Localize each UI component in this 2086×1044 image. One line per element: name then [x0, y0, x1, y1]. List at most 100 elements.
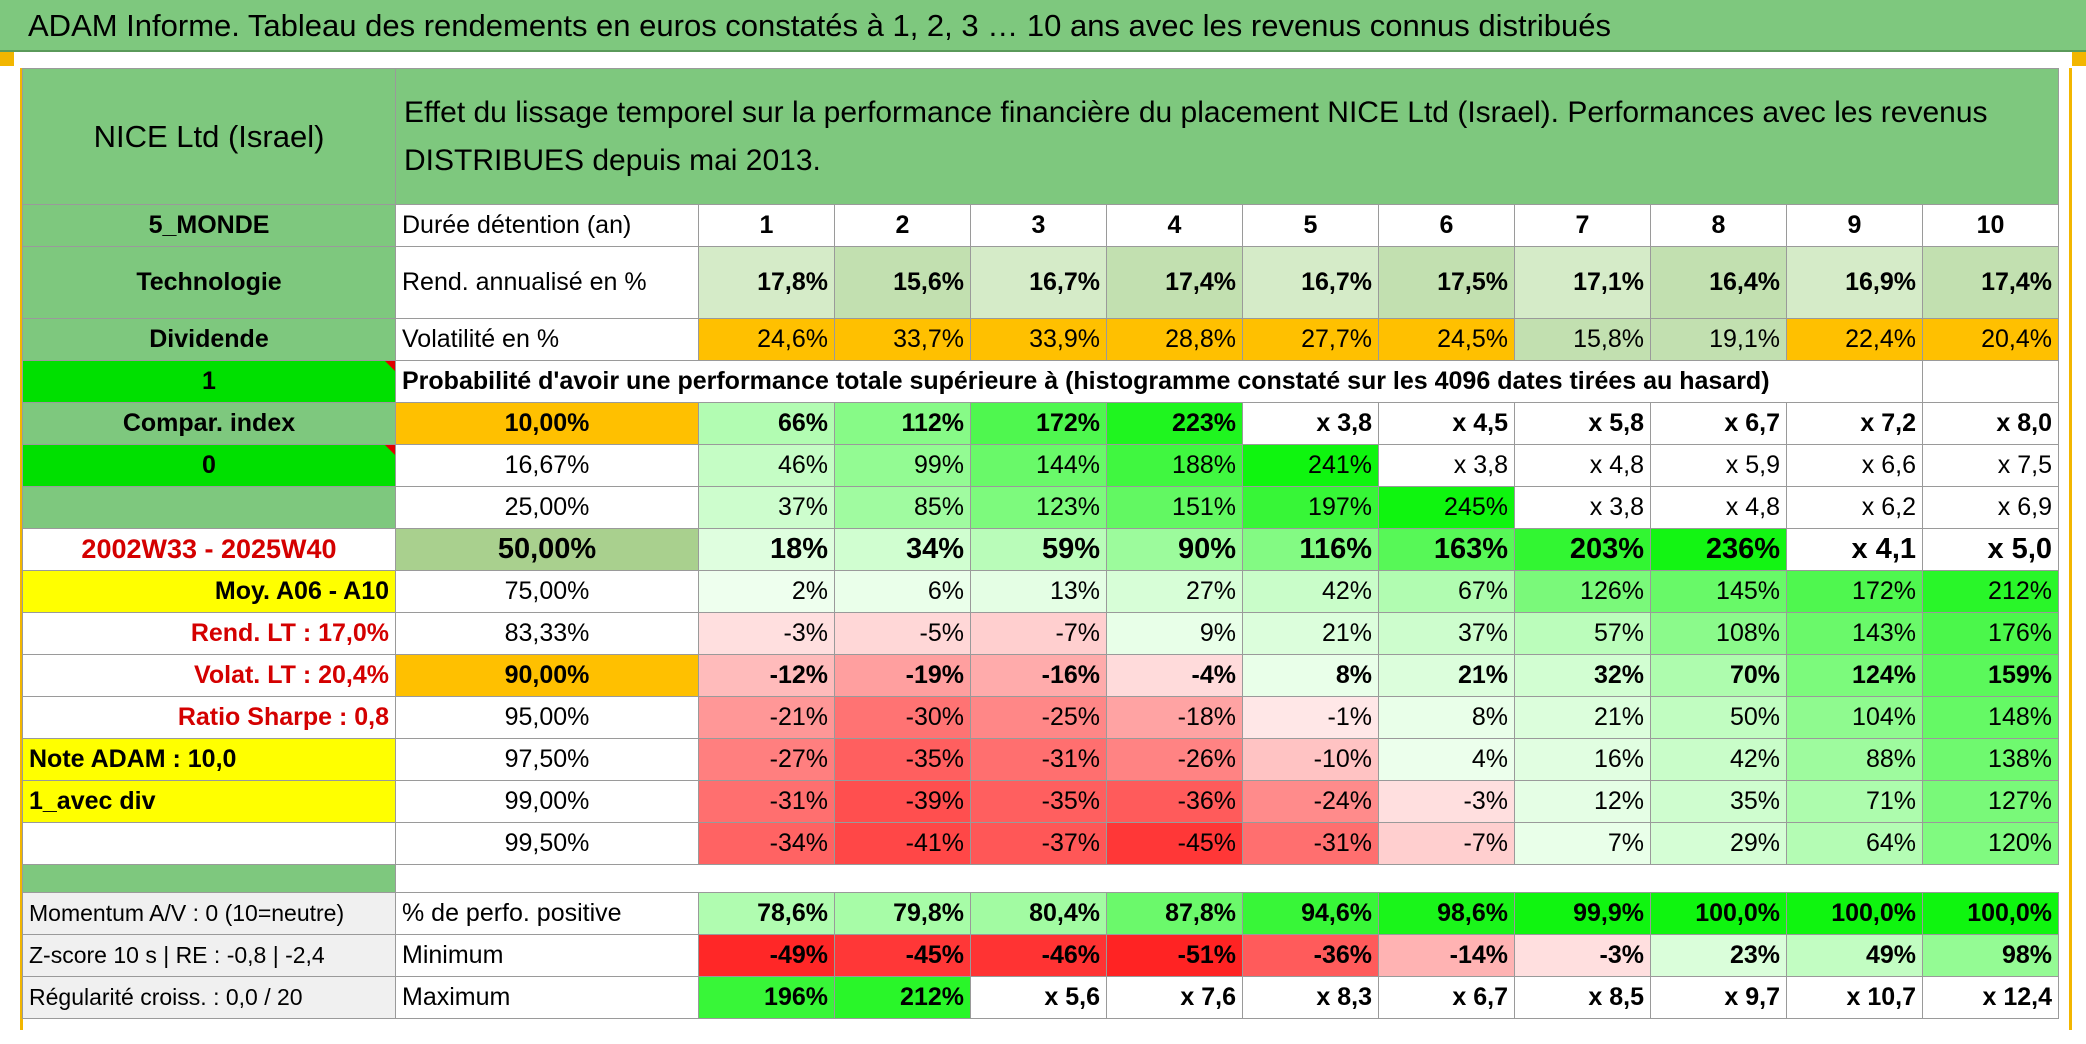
prob-cell: 8% — [1242, 654, 1379, 697]
min-value-3: -46% — [970, 934, 1107, 977]
duration-1: 1 — [698, 204, 835, 247]
prob-cell: 13% — [970, 570, 1107, 613]
quantile-label: 95,00% — [395, 696, 699, 739]
prob-cell: 88% — [1786, 738, 1923, 781]
prob-cell: 241% — [1242, 444, 1379, 487]
prob-cell: 42% — [1650, 738, 1787, 781]
min-value-10: 98% — [1922, 934, 2059, 977]
rend-value-9: 16,9% — [1786, 246, 1923, 319]
prob-cell: 21% — [1378, 654, 1515, 697]
prob-cell: 16% — [1514, 738, 1651, 781]
prob-cell: -7% — [1378, 822, 1515, 865]
prob-cell: 67% — [1378, 570, 1515, 613]
min-value-2: -45% — [834, 934, 971, 977]
prob-cell: x 6,9 — [1922, 486, 2059, 529]
prob-cell: x 4,1 — [1786, 528, 1923, 571]
prob-cell: 4% — [1378, 738, 1515, 781]
rend-label: Rend. annualisé en % — [395, 246, 699, 319]
regularite-label: Régularité croiss. : 0,0 / 20 — [22, 976, 396, 1019]
prob-cell: 124% — [1786, 654, 1923, 697]
prob-cell: 99% — [834, 444, 971, 487]
prob-cell: 143% — [1786, 612, 1923, 655]
rend-value-4: 17,4% — [1106, 246, 1243, 319]
pos-value-6: 98,6% — [1378, 892, 1515, 935]
prob-cell: 2% — [698, 570, 835, 613]
spacer-cell — [22, 864, 396, 893]
prob-cell: -24% — [1242, 780, 1379, 823]
vol-value-10: 20,4% — [1922, 318, 2059, 361]
max-value-8: x 9,7 — [1650, 976, 1787, 1019]
prob-cell: 172% — [1786, 570, 1923, 613]
prob-cell: x 7,5 — [1922, 444, 2059, 487]
prob-cell: x 3,8 — [1378, 444, 1515, 487]
prob-cell: -31% — [698, 780, 835, 823]
prob-cell: 197% — [1242, 486, 1379, 529]
prob-cell: 29% — [1650, 822, 1787, 865]
period-label: 2002W33 - 2025W40 — [22, 528, 396, 571]
momentum-label: Momentum A/V : 0 (10=neutre) — [22, 892, 396, 935]
prob-cell: -35% — [834, 738, 971, 781]
prob-cell: -18% — [1106, 696, 1243, 739]
prob-cell: 50% — [1650, 696, 1787, 739]
durations-label: Durée détention (an) — [395, 204, 699, 247]
prob-cell: 7% — [1514, 822, 1651, 865]
max-label: Maximum — [395, 976, 699, 1019]
prob-cell: -34% — [698, 822, 835, 865]
prob-cell: 112% — [834, 402, 971, 445]
prob-cell: 42% — [1242, 570, 1379, 613]
prob-cell: 85% — [834, 486, 971, 529]
prob-cell: 126% — [1514, 570, 1651, 613]
prob-cell: 37% — [698, 486, 835, 529]
duration-2: 2 — [834, 204, 971, 247]
prob-cell: 176% — [1922, 612, 2059, 655]
prob-cell: -31% — [1242, 822, 1379, 865]
rend-value-10: 17,4% — [1922, 246, 2059, 319]
prob-cell: x 6,2 — [1786, 486, 1923, 529]
duration-6: 6 — [1378, 204, 1515, 247]
prob-cell: -3% — [1378, 780, 1515, 823]
prob-cell: 144% — [970, 444, 1107, 487]
duration-9: 9 — [1786, 204, 1923, 247]
rend-value-6: 17,5% — [1378, 246, 1515, 319]
prob-cell: -21% — [698, 696, 835, 739]
note-label: Note ADAM : 10,0 — [22, 738, 396, 781]
prob-cell: -19% — [834, 654, 971, 697]
prob-cell: -26% — [1106, 738, 1243, 781]
prob-cell: 34% — [834, 528, 971, 571]
quantile-label: 97,50% — [395, 738, 699, 781]
performance-table: NICE Ltd (Israel) Effet du lissage tempo… — [22, 68, 2059, 1019]
prob-cell: x 3,8 — [1514, 486, 1651, 529]
prob-cell: 212% — [1922, 570, 2059, 613]
prob-cell: -36% — [1106, 780, 1243, 823]
prob-cell: -5% — [834, 612, 971, 655]
min-value-5: -36% — [1242, 934, 1379, 977]
prob-cell: 18% — [698, 528, 835, 571]
quantile-label: 50,00% — [395, 528, 699, 571]
prob-cell: x 4,5 — [1378, 402, 1515, 445]
prob-cell: 21% — [1242, 612, 1379, 655]
max-value-3: x 5,6 — [970, 976, 1107, 1019]
prob-cell: 203% — [1514, 528, 1651, 571]
vol-value-8: 19,1% — [1650, 318, 1787, 361]
quantile-label: 83,33% — [395, 612, 699, 655]
prob-cell: x 8,0 — [1922, 402, 2059, 445]
pos-value-10: 100,0% — [1922, 892, 2059, 935]
prob-cell: -27% — [698, 738, 835, 781]
vol-value-1: 24,6% — [698, 318, 835, 361]
prob-cell: x 5,9 — [1650, 444, 1787, 487]
prob-cell: -31% — [970, 738, 1107, 781]
prob-cell: 9% — [1106, 612, 1243, 655]
quantile-label: 16,67% — [395, 444, 699, 487]
vol-label: Volatilité en % — [395, 318, 699, 361]
prob-cell: -25% — [970, 696, 1107, 739]
prob-cell: 148% — [1922, 696, 2059, 739]
avec-div-label: 1_avec div — [22, 780, 396, 823]
prob-cell: 37% — [1378, 612, 1515, 655]
prob-cell: -1% — [1242, 696, 1379, 739]
max-value-5: x 8,3 — [1242, 976, 1379, 1019]
prob-cell: -3% — [698, 612, 835, 655]
empty-cell — [1922, 360, 2059, 403]
min-label: Minimum — [395, 934, 699, 977]
volat-lt-label: Volat. LT : 20,4% — [22, 654, 396, 697]
prob-cell: x 5,8 — [1514, 402, 1651, 445]
